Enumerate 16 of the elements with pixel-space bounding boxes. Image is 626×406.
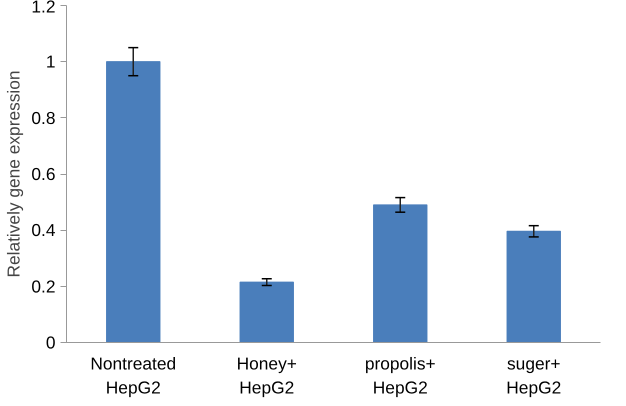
y-tick-label: 1.2 [31,0,56,16]
bar [240,282,294,342]
x-tick-label: propolis+ HepG2 [364,354,436,398]
x-tick-label: Nontreated HepG2 [90,354,176,398]
y-tick-label: 0.2 [31,276,56,296]
bar [373,204,428,342]
y-tick-label: 1 [46,52,56,72]
y-tick-label: 0.4 [31,220,56,240]
x-tick-label: Honey+ HepG2 [236,354,297,398]
y-tick-label: 0.8 [31,108,56,128]
x-tick-label: suger+ HepG2 [506,354,562,398]
y-axis-title: Relatively gene expression [3,70,24,278]
y-tick-label: 0.6 [31,164,56,184]
bar [506,230,561,342]
y-tick-label: 0 [46,332,56,352]
bar [106,61,160,342]
